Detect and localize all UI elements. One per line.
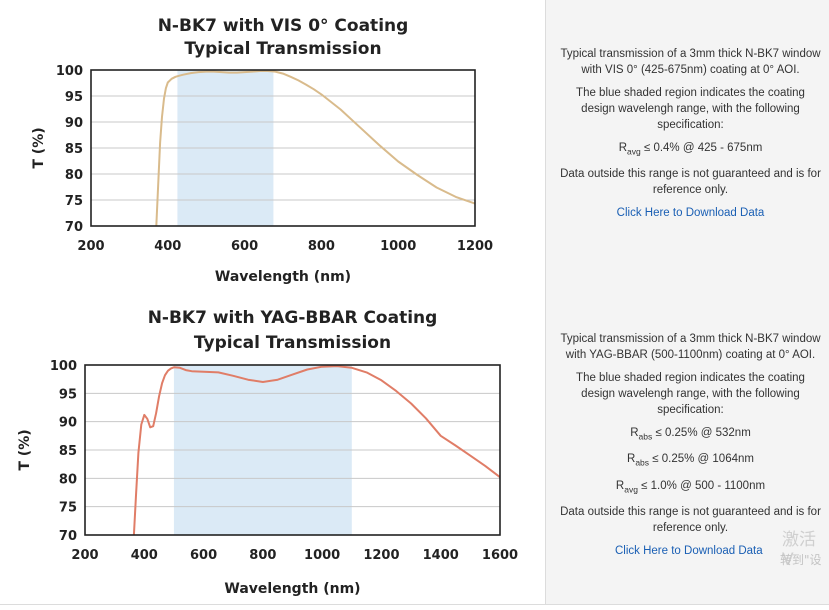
panel-disclaimer: Data outside this range is not guarantee…	[560, 505, 821, 534]
spec-symbol: R	[630, 427, 639, 439]
chart-title-line: Typical Transmission	[184, 39, 381, 59]
info-panel-vis: Typical transmission of a 3mm thick N-BK…	[558, 46, 823, 228]
panel-description: Typical transmission of a 3mm thick N-BK…	[560, 333, 821, 361]
spec-symbol: R	[615, 479, 625, 492]
chart-title-line: N-BK7 with YAG-BBAR Coating	[148, 308, 438, 328]
y-tick-label: 100	[50, 359, 77, 374]
chart-row-yag: N-BK7 with YAG-BBAR Coating Typical Trans…	[0, 293, 829, 605]
spec-line: Ravg ≤ 0.4% @ 425 - 675nm	[558, 140, 823, 159]
x-tick-label: 800	[308, 239, 335, 254]
x-tick-label: 1200	[363, 548, 399, 563]
transmission-curve	[155, 70, 476, 227]
x-tick-label: 600	[231, 239, 258, 254]
spec-value: ≤ 0.25% @ 1064nm	[652, 453, 754, 466]
panel-disclaimer: Data outside this range is not guarantee…	[560, 168, 821, 197]
x-tick-label: 1200	[457, 239, 493, 254]
y-tick-label: 70	[65, 220, 83, 235]
x-tick-label: 400	[131, 548, 158, 563]
x-tick-label: 1600	[482, 548, 518, 563]
spec-symbol: R	[627, 453, 636, 466]
chart-vis-coating: N-BK7 with VIS 0° Coating Typical Transmi…	[31, 16, 493, 285]
plot-frame	[90, 69, 476, 227]
x-tick-label: 1000	[380, 239, 416, 254]
spec-line: Rabs ≤ 0.25% @ 1064nm	[558, 451, 823, 470]
panel-shaded-note: The blue shaded region indicates the coa…	[576, 87, 805, 131]
y-tick-label: 90	[65, 116, 83, 131]
chart-row-vis: N-BK7 with VIS 0° Coating Typical Transmi…	[0, 0, 829, 293]
info-panel-yag: Typical transmission of a 3mm thick N-BK…	[558, 331, 823, 566]
y-tick-label: 85	[65, 142, 83, 157]
y-tick-label: 85	[59, 444, 77, 459]
x-tick-label: 800	[249, 548, 276, 563]
spec-line: Ravg ≤ 1.0% @ 500 - 1100nm	[558, 478, 823, 497]
spec-value: ≤ 0.25% @ 532nm	[655, 427, 751, 439]
download-data-link[interactable]: Click Here to Download Data	[616, 207, 765, 220]
panel-description: Typical transmission of a 3mm thick N-BK…	[560, 48, 821, 76]
y-tick-label: 95	[59, 387, 77, 402]
spec-subscript: abs	[635, 457, 650, 468]
spec-line: Rabs ≤ 0.25% @ 532nm	[558, 425, 823, 444]
chart-cell-vis: N-BK7 with VIS 0° Coating Typical Transmi…	[0, 0, 545, 293]
y-tick-label: 90	[59, 416, 77, 431]
download-data-link[interactable]: Click Here to Download Data	[615, 544, 763, 557]
x-tick-label: 1000	[304, 548, 340, 563]
y-tick-label: 75	[59, 501, 77, 516]
y-axis-title: T (%)	[31, 127, 47, 168]
x-tick-label: 400	[154, 239, 181, 254]
spec-subscript: avg	[624, 483, 638, 494]
spec-list: Rabs ≤ 0.25% @ 532nm Rabs ≤ 0.25% @ 1064…	[558, 425, 823, 497]
x-tick-label: 200	[77, 239, 104, 254]
y-tick-label: 75	[65, 194, 83, 209]
spec-subscript: avg	[627, 146, 641, 157]
y-tick-label: 70	[59, 529, 77, 544]
spec-list: Ravg ≤ 0.4% @ 425 - 675nm	[558, 140, 823, 159]
chart-yag-bbar-coating: N-BK7 with YAG-BBAR Coating Typical Trans…	[17, 308, 518, 597]
y-tick-label: 80	[65, 168, 83, 183]
x-tick-label: 600	[190, 548, 217, 563]
x-axis-title: Wavelength (nm)	[215, 269, 351, 285]
spec-value: ≤ 1.0% @ 500 - 1100nm	[641, 479, 766, 492]
y-axis-title: T (%)	[17, 429, 33, 470]
spec-subscript: abs	[638, 431, 653, 442]
spec-value: ≤ 0.4% @ 425 - 675nm	[643, 142, 763, 154]
y-tick-label: 100	[56, 64, 83, 79]
x-axis-title: Wavelength (nm)	[224, 581, 360, 597]
chart-title-line: N-BK7 with VIS 0° Coating	[158, 16, 409, 36]
panel-shaded-note: The blue shaded region indicates the coa…	[576, 372, 805, 416]
x-tick-label: 1400	[423, 548, 459, 563]
activation-watermark: 激活 V	[782, 530, 816, 570]
chart-title-line: Typical Transmission	[194, 333, 391, 353]
activation-watermark-sub: 转到"设	[780, 553, 822, 567]
info-cell-vis: Typical transmission of a 3mm thick N-BK…	[545, 0, 829, 293]
spec-symbol: R	[618, 142, 628, 154]
y-tick-label: 80	[59, 472, 77, 487]
plot-frame	[84, 364, 501, 536]
y-tick-label: 95	[65, 90, 83, 105]
info-cell-yag: Typical transmission of a 3mm thick N-BK…	[545, 293, 829, 605]
x-tick-label: 200	[71, 548, 98, 563]
chart-cell-yag: N-BK7 with YAG-BBAR Coating Typical Trans…	[0, 293, 545, 605]
transmission-curve	[132, 365, 501, 536]
